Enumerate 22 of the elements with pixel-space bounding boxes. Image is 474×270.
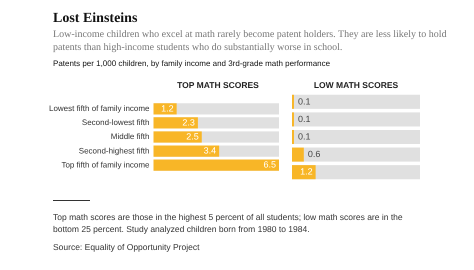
data-label: 1.2 <box>300 166 313 177</box>
text: Low-income children who excel at math rarely become patent holders. They are less likely to hold patents than high-income students who do substantially worse in school. <box>53 29 448 54</box>
y-tick-label: Middle fifth <box>110 132 150 142</box>
y-tick-label: Lowest fifth of family income <box>49 104 150 114</box>
y-tick-label: Top fifth of family income <box>61 160 150 170</box>
data-label: 3.4 <box>204 146 216 156</box>
source-note: Source: Equality of Opportunity Project <box>53 241 200 253</box>
text: Lost Einsteins <box>53 10 138 27</box>
text: LOW MATH SCORES <box>312 80 400 92</box>
data-label: 0.1 <box>298 96 310 106</box>
text: Top math scores are those in the highest 5 percent of all students; low math scores are in the bottom 25 percent. Study analyzed children born from 1980 to 1984. <box>53 211 404 235</box>
data-label: 0.6 <box>308 149 320 160</box>
y-tick-label: Second-lowest fifth <box>82 118 150 128</box>
data-label: 0.1 <box>298 131 310 142</box>
data-label: 6.5 <box>263 160 276 170</box>
data-label: 2.3 <box>182 117 195 128</box>
data-label: 0.1 <box>298 114 310 124</box>
data-label: 2.5 <box>186 131 199 142</box>
chart-title: TOP MATH SCORES <box>176 80 260 92</box>
y-tick-label: Second-highest fifth <box>78 146 150 156</box>
data-label: 1.2 <box>161 103 174 114</box>
text: Patents per 1,000 children, by family income and 3rd-grade math performance <box>53 59 332 69</box>
